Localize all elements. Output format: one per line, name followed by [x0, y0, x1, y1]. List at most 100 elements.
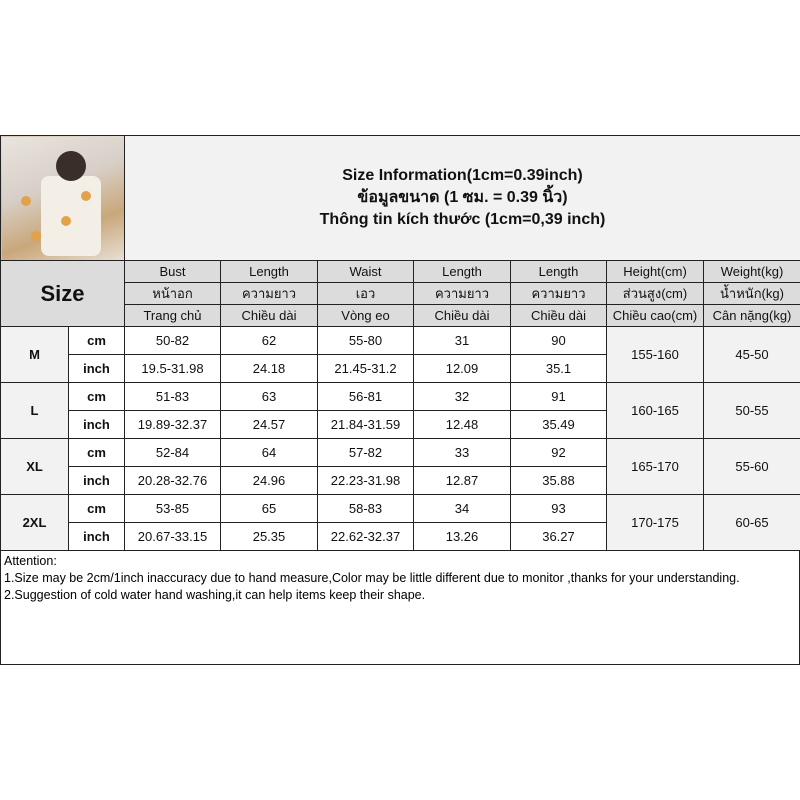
measurement-cell: 22.62-32.37 — [317, 522, 414, 551]
table-row: inch 19.89-32.37 24.57 21.84-31.59 12.48 35.4… — [1, 410, 800, 439]
table-row: inch 20.67-33.15 25.35 22.62-32.37 13.26 36.2… — [1, 522, 800, 551]
height-cell: 155-160 — [606, 326, 704, 383]
size-table: Size Information(1cm=0.39inch) ข้อมูลขนา… — [0, 135, 800, 551]
measurement-cell: 55-80 — [317, 326, 414, 355]
measurement-cell: 65 — [220, 494, 318, 523]
unit-label: cm — [68, 438, 125, 467]
unit-label: inch — [68, 354, 125, 383]
unit-label: inch — [68, 522, 125, 551]
column-header-vi: Chiều dài — [220, 304, 318, 327]
measurement-cell: 35.88 — [510, 466, 607, 495]
attention-note: 2.Suggestion of cold water hand washing,… — [4, 588, 426, 602]
table-row: 2XL cm 53-85 65 58-83 34 93 170-175 60-65 — [0, 494, 800, 551]
measurement-cell: 52-84 — [124, 438, 221, 467]
column-header-vi: Chiều dài — [510, 304, 607, 327]
measurement-cell: 57-82 — [317, 438, 414, 467]
measurement-cell: 12.87 — [413, 466, 511, 495]
column-header-en: Waist — [317, 260, 414, 283]
measurement-cell: 24.57 — [220, 410, 318, 439]
table-row: inch 20.28-32.76 24.96 22.23-31.98 12.87 35.8… — [1, 466, 800, 495]
height-cell: 160-165 — [606, 382, 704, 439]
title-en: Size Information(1cm=0.39inch) — [342, 167, 583, 184]
measurement-cell: 56-81 — [317, 382, 414, 411]
measurement-cell: 93 — [510, 494, 607, 523]
measurement-cell: 20.67-33.15 — [124, 522, 221, 551]
measurement-cell: 13.26 — [413, 522, 511, 551]
title-vi: Thông tin kích thước (1cm=0,39 inch) — [319, 211, 606, 228]
measurement-cell: 19.89-32.37 — [124, 410, 221, 439]
measurement-cell: 19.5-31.98 — [124, 354, 221, 383]
unit-label: cm — [68, 382, 125, 411]
measurement-cell: 91 — [510, 382, 607, 411]
measurement-cell: 24.96 — [220, 466, 318, 495]
unit-label: cm — [68, 494, 125, 523]
measurement-cell: 50-82 — [124, 326, 221, 355]
weight-cell: 60-65 — [703, 494, 800, 551]
size-label: L — [0, 382, 69, 439]
height-cell: 170-175 — [606, 494, 704, 551]
measurement-cell: 12.09 — [413, 354, 511, 383]
measurement-cell: 24.18 — [220, 354, 318, 383]
column-header-th: น้ำหนัก(kg) — [703, 282, 800, 305]
size-label: XL — [0, 438, 69, 495]
size-header: Size — [0, 260, 125, 327]
column-header-vi: Trang chủ — [124, 304, 221, 327]
column-header-vi: Vòng eo — [317, 304, 414, 327]
measurement-cell: 12.48 — [413, 410, 511, 439]
column-header-th: ความยาว — [220, 282, 318, 305]
attention-box: Attention: 1.Size may be 2cm/1inch inacc… — [0, 551, 800, 665]
measurement-cell: 25.35 — [220, 522, 318, 551]
weight-cell: 45-50 — [703, 326, 800, 383]
measurement-cell: 58-83 — [317, 494, 414, 523]
measurement-cell: 63 — [220, 382, 318, 411]
measurement-cell: 53-85 — [124, 494, 221, 523]
height-cell: 165-170 — [606, 438, 704, 495]
measurement-cell: 31 — [413, 326, 511, 355]
column-header-th: ส่วนสูง(cm) — [606, 282, 704, 305]
measurement-cell: 22.23-31.98 — [317, 466, 414, 495]
column-header-th: เอว — [317, 282, 414, 305]
column-header-vi: Chiều dài — [413, 304, 511, 327]
measurement-cell: 35.1 — [510, 354, 607, 383]
column-header-en: Length — [413, 260, 511, 283]
measurement-cell: 64 — [220, 438, 318, 467]
size-chart: Size Information(1cm=0.39inch) ข้อมูลขนา… — [0, 135, 800, 665]
product-photo — [0, 135, 125, 261]
measurement-cell: 33 — [413, 438, 511, 467]
unit-label: inch — [68, 466, 125, 495]
column-header-th: ความยาว — [413, 282, 511, 305]
column-header-th: หน้าอก — [124, 282, 221, 305]
measurement-cell: 35.49 — [510, 410, 607, 439]
measurement-cell: 51-83 — [124, 382, 221, 411]
table-row: XL cm 52-84 64 57-82 33 92 165-170 55-60 — [0, 438, 800, 495]
unit-label: cm — [68, 326, 125, 355]
column-header-vi: Cân nặng(kg) — [703, 304, 800, 327]
title-block: Size Information(1cm=0.39inch) ข้อมูลขนา… — [124, 135, 800, 261]
measurement-cell: 21.84-31.59 — [317, 410, 414, 439]
attention-note: 1.Size may be 2cm/1inch inaccuracy due t… — [4, 571, 740, 585]
measurement-cell: 21.45-31.2 — [317, 354, 414, 383]
weight-cell: 50-55 — [703, 382, 800, 439]
column-header-en: Weight(kg) — [703, 260, 800, 283]
measurement-cell: 20.28-32.76 — [124, 466, 221, 495]
measurement-cell: 36.27 — [510, 522, 607, 551]
measurement-cell: 32 — [413, 382, 511, 411]
measurement-cell: 34 — [413, 494, 511, 523]
attention-heading: Attention: — [4, 554, 57, 568]
measurement-cell: 92 — [510, 438, 607, 467]
size-label: M — [0, 326, 69, 383]
weight-cell: 55-60 — [703, 438, 800, 495]
size-label: 2XL — [0, 494, 69, 551]
unit-label: inch — [68, 410, 125, 439]
column-header-vi: Chiều cao(cm) — [606, 304, 704, 327]
header-row: Size Bust Length Waist Length Length Height(cm… — [0, 260, 800, 327]
title-th: ข้อมูลขนาด (1 ซม. = 0.39 นิ้ว) — [357, 189, 568, 206]
column-header-en: Length — [220, 260, 318, 283]
measurement-cell: 62 — [220, 326, 318, 355]
column-header-th: ความยาว — [510, 282, 607, 305]
measurement-cell: 90 — [510, 326, 607, 355]
header-row: หน้าอก ความยาว เอว ความยาว ความยาว ส่วนสูง(cm… — [1, 282, 800, 305]
column-header-en: Bust — [124, 260, 221, 283]
